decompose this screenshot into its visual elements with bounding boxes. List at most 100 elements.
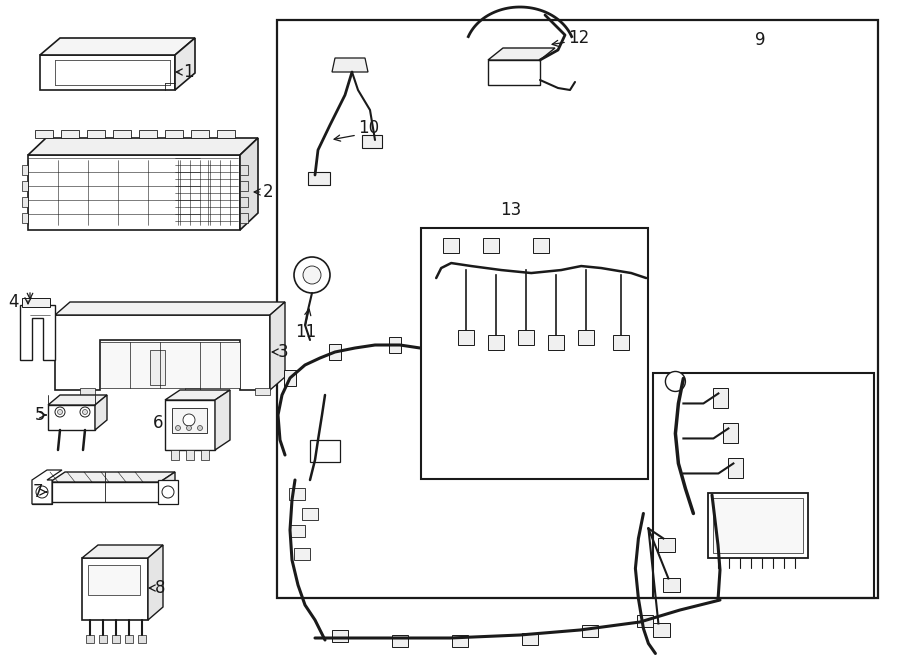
Polygon shape — [112, 635, 120, 643]
Bar — [653, 373, 874, 598]
Polygon shape — [362, 135, 382, 148]
Polygon shape — [240, 138, 258, 230]
Polygon shape — [289, 525, 305, 537]
Circle shape — [665, 371, 686, 391]
Text: 9: 9 — [755, 31, 766, 49]
Bar — [421, 228, 648, 479]
Text: 12: 12 — [568, 29, 590, 47]
Polygon shape — [40, 38, 195, 55]
Polygon shape — [139, 130, 157, 138]
Circle shape — [55, 407, 65, 417]
Polygon shape — [578, 330, 594, 345]
Polygon shape — [270, 302, 285, 390]
Polygon shape — [659, 539, 675, 553]
Polygon shape — [28, 155, 240, 230]
Polygon shape — [201, 450, 209, 460]
Circle shape — [176, 426, 181, 430]
Polygon shape — [95, 395, 107, 430]
Polygon shape — [714, 389, 728, 408]
Polygon shape — [329, 344, 341, 360]
Circle shape — [80, 407, 90, 417]
Polygon shape — [332, 630, 348, 642]
Polygon shape — [35, 130, 53, 138]
Polygon shape — [240, 197, 248, 207]
Polygon shape — [86, 635, 94, 643]
Polygon shape — [284, 370, 296, 386]
Polygon shape — [55, 315, 270, 390]
Polygon shape — [48, 405, 95, 430]
Polygon shape — [522, 633, 538, 645]
Bar — [714, 498, 804, 553]
Polygon shape — [663, 578, 680, 592]
Polygon shape — [125, 635, 133, 643]
Polygon shape — [185, 388, 200, 395]
Polygon shape — [175, 38, 195, 90]
Polygon shape — [533, 238, 549, 253]
Polygon shape — [61, 130, 79, 138]
Polygon shape — [138, 635, 146, 643]
Text: 8: 8 — [155, 579, 166, 597]
Bar — [88, 565, 140, 595]
Polygon shape — [50, 482, 160, 502]
Polygon shape — [165, 130, 183, 138]
Polygon shape — [548, 335, 564, 350]
Circle shape — [36, 486, 48, 498]
Polygon shape — [160, 472, 175, 502]
Circle shape — [197, 426, 202, 430]
Circle shape — [183, 414, 195, 426]
Text: 13: 13 — [500, 201, 522, 219]
Polygon shape — [80, 388, 95, 395]
Polygon shape — [48, 395, 107, 405]
Polygon shape — [82, 545, 163, 558]
Polygon shape — [22, 298, 50, 307]
Polygon shape — [443, 238, 459, 253]
Text: 2: 2 — [263, 183, 274, 201]
Polygon shape — [389, 337, 401, 353]
Polygon shape — [458, 330, 474, 345]
Polygon shape — [488, 335, 504, 350]
Polygon shape — [148, 545, 163, 620]
Polygon shape — [165, 400, 215, 450]
Polygon shape — [302, 508, 318, 520]
Polygon shape — [518, 330, 535, 345]
Circle shape — [162, 486, 174, 498]
Bar — [172, 408, 207, 433]
Polygon shape — [483, 238, 500, 253]
Polygon shape — [150, 350, 165, 385]
Polygon shape — [582, 625, 598, 637]
Polygon shape — [308, 172, 330, 185]
Bar — [277, 20, 878, 598]
Polygon shape — [191, 130, 209, 138]
Polygon shape — [32, 480, 52, 504]
Polygon shape — [32, 470, 62, 504]
Circle shape — [294, 257, 330, 293]
Bar — [310, 440, 340, 462]
Polygon shape — [613, 335, 629, 350]
Polygon shape — [100, 342, 240, 388]
Polygon shape — [289, 488, 305, 500]
Text: 10: 10 — [358, 119, 379, 137]
Polygon shape — [50, 472, 175, 482]
Polygon shape — [240, 213, 248, 223]
Polygon shape — [87, 130, 105, 138]
Polygon shape — [488, 60, 540, 85]
Polygon shape — [240, 181, 248, 191]
Polygon shape — [99, 635, 107, 643]
Polygon shape — [55, 302, 285, 315]
Circle shape — [186, 426, 192, 430]
Polygon shape — [488, 48, 555, 60]
Polygon shape — [171, 450, 179, 460]
Polygon shape — [165, 390, 230, 400]
Polygon shape — [392, 635, 408, 647]
Polygon shape — [82, 558, 148, 620]
Polygon shape — [637, 615, 653, 627]
Polygon shape — [728, 459, 743, 479]
Polygon shape — [158, 480, 178, 504]
Polygon shape — [40, 55, 175, 90]
Polygon shape — [240, 165, 248, 175]
Text: 4: 4 — [8, 293, 19, 311]
Polygon shape — [28, 138, 258, 155]
Polygon shape — [22, 197, 28, 207]
Polygon shape — [452, 635, 468, 647]
Bar — [708, 494, 808, 559]
